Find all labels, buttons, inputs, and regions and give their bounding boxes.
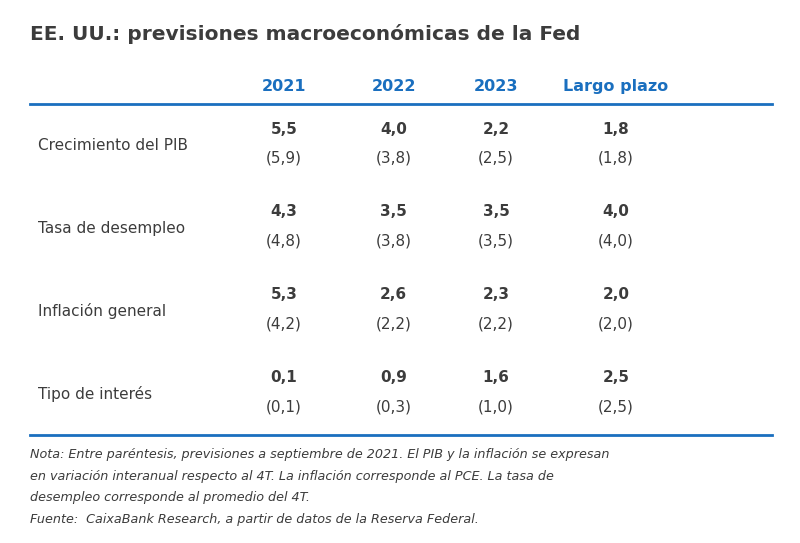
Text: Inflación general: Inflación general: [38, 304, 166, 319]
Text: 2,3: 2,3: [482, 287, 510, 302]
Text: (4,8): (4,8): [266, 233, 302, 248]
Text: Crecimiento del PIB: Crecimiento del PIB: [38, 138, 189, 153]
Text: 4,0: 4,0: [380, 122, 407, 137]
Text: (0,1): (0,1): [266, 399, 302, 414]
Text: 2,2: 2,2: [482, 122, 510, 137]
Text: 1,8: 1,8: [602, 122, 630, 137]
Text: 4,3: 4,3: [270, 204, 298, 219]
Text: (4,2): (4,2): [266, 316, 302, 331]
Text: 2022: 2022: [371, 79, 416, 94]
Text: 5,5: 5,5: [270, 122, 298, 137]
Text: (2,5): (2,5): [598, 399, 634, 414]
Text: (1,0): (1,0): [478, 399, 514, 414]
Text: 0,1: 0,1: [270, 370, 298, 385]
Text: en variación interanual respecto al 4T. La inflación corresponde al PCE. La tasa: en variación interanual respecto al 4T. …: [30, 470, 554, 483]
Text: 0,9: 0,9: [380, 370, 407, 385]
Text: 3,5: 3,5: [380, 204, 407, 219]
Text: (5,9): (5,9): [266, 150, 302, 166]
Text: (0,3): (0,3): [376, 399, 412, 414]
Text: Tipo de interés: Tipo de interés: [38, 386, 153, 402]
Text: 2,0: 2,0: [602, 287, 630, 302]
Text: 2,6: 2,6: [380, 287, 407, 302]
Text: 2,5: 2,5: [602, 370, 630, 385]
Text: Nota: Entre paréntesis, previsiones a septiembre de 2021. El PIB y la inflación : Nota: Entre paréntesis, previsiones a se…: [30, 448, 610, 461]
Text: 5,3: 5,3: [270, 287, 298, 302]
Text: (2,0): (2,0): [598, 316, 634, 331]
Text: 3,5: 3,5: [482, 204, 510, 219]
Text: (1,8): (1,8): [598, 150, 634, 166]
Text: (3,8): (3,8): [376, 233, 412, 248]
Text: (2,2): (2,2): [478, 316, 514, 331]
Text: 4,0: 4,0: [602, 204, 630, 219]
Text: (3,5): (3,5): [478, 233, 514, 248]
Text: (2,5): (2,5): [478, 150, 514, 166]
Text: (4,0): (4,0): [598, 233, 634, 248]
Text: 1,6: 1,6: [482, 370, 510, 385]
Text: desempleo corresponde al promedio del 4T.: desempleo corresponde al promedio del 4T…: [30, 491, 310, 504]
Text: Tasa de desempleo: Tasa de desempleo: [38, 221, 186, 236]
Text: 2023: 2023: [474, 79, 518, 94]
Text: Largo plazo: Largo plazo: [563, 79, 669, 94]
Text: (2,2): (2,2): [376, 316, 411, 331]
Text: 2021: 2021: [262, 79, 306, 94]
Text: Fuente:  CaixaBank Research, a partir de datos de la Reserva Federal.: Fuente: CaixaBank Research, a partir de …: [30, 513, 479, 526]
Text: (3,8): (3,8): [376, 150, 412, 166]
Text: EE. UU.: previsiones macroeconómicas de la Fed: EE. UU.: previsiones macroeconómicas de …: [30, 24, 581, 45]
